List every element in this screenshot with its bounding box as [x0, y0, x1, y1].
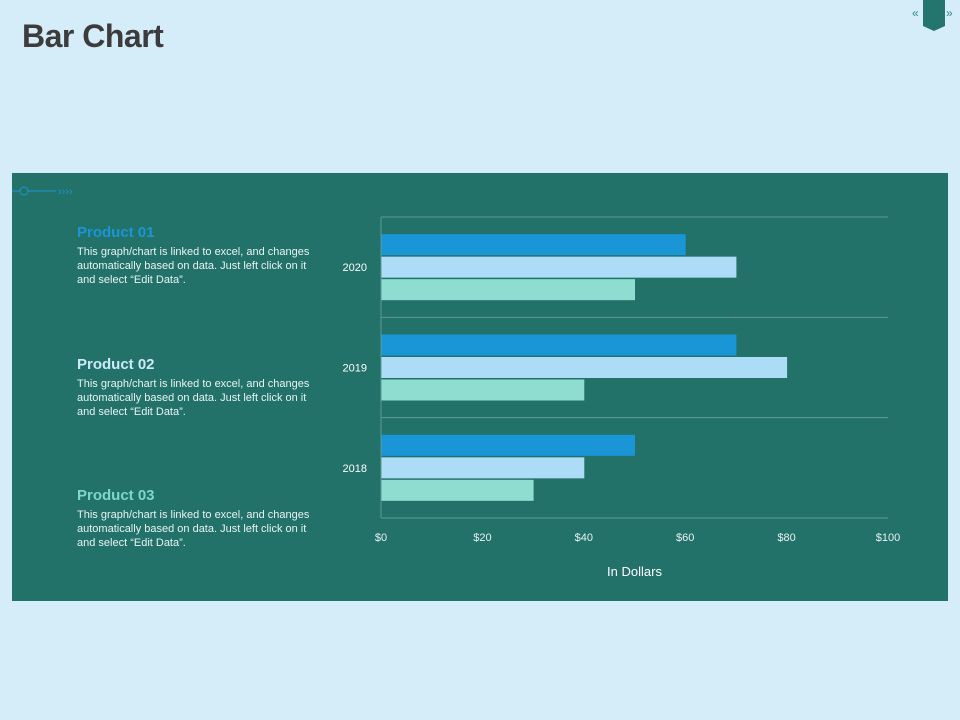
product-block-2: Product 02 This graph/chart is linked to…: [77, 356, 327, 419]
bar-2018-product-03: [381, 479, 534, 501]
bar-2020-product-01: [381, 234, 686, 256]
product-2-description: This graph/chart is linked to excel, and…: [77, 378, 310, 418]
product-block-3: Product 03 This graph/chart is linked to…: [77, 487, 327, 550]
x-tick-label: $80: [777, 532, 795, 544]
bar-2019-product-01: [381, 334, 737, 356]
product-2-title: Product 02: [77, 356, 155, 373]
product-1-title: Product 01: [77, 224, 155, 241]
product-3-title: Product 03: [77, 487, 155, 504]
bookmark-ribbon-icon: [923, 0, 945, 31]
product-3-description: This graph/chart is linked to excel, and…: [77, 509, 310, 549]
bar-2020-product-03: [381, 279, 635, 301]
y-tick-label: 2020: [343, 262, 367, 274]
x-tick-label: $20: [473, 532, 491, 544]
x-tick-label: $60: [676, 532, 694, 544]
prev-slide-icon[interactable]: «: [912, 6, 919, 20]
bar-2019-product-03: [381, 379, 585, 401]
connector-decoration-icon: ››››: [12, 186, 73, 198]
slide-nav: « »: [912, 0, 956, 32]
y-tick-label: 2019: [343, 363, 367, 375]
y-tick-label: 2018: [343, 463, 367, 475]
x-tick-label: $100: [876, 532, 900, 544]
chevrons-text: ››››: [58, 186, 73, 198]
next-slide-icon[interactable]: »: [946, 6, 953, 20]
bar-2018-product-01: [381, 434, 635, 456]
bar-2018-product-02: [381, 457, 585, 479]
product-block-1: Product 01 This graph/chart is linked to…: [77, 224, 327, 287]
x-tick-label: $0: [375, 532, 387, 544]
bar-2019-product-02: [381, 357, 788, 378]
product-1-description: This graph/chart is linked to excel, and…: [77, 246, 310, 286]
chart-panel: ›››› Product 01 This graph/chart is link…: [12, 173, 948, 601]
x-tick-label: $40: [575, 532, 593, 544]
bar-2020-product-02: [381, 256, 737, 278]
x-axis-title: In Dollars: [607, 564, 662, 579]
page-title: Bar Chart: [22, 18, 164, 54]
bar-chart: 2020 2019 2018 $0 $20 $40 $60 $80 $100 In Dollars: [343, 216, 900, 579]
